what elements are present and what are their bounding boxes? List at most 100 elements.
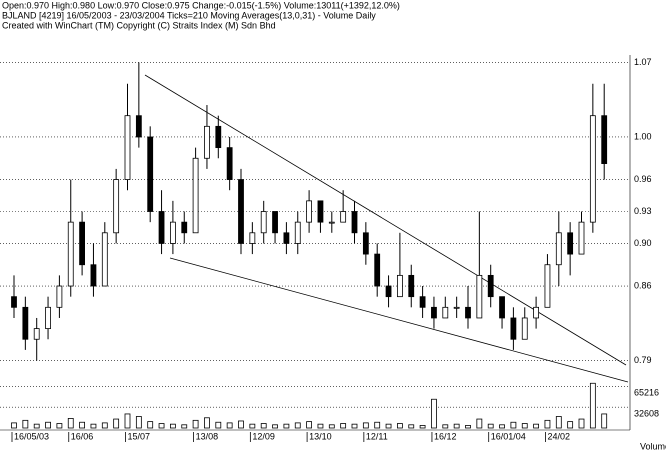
- volume-label: Volume: [640, 441, 666, 451]
- volume-bar: [351, 423, 358, 429]
- volume-bar: [181, 424, 188, 429]
- volume-bar: [11, 422, 17, 429]
- candle-body: [272, 211, 278, 234]
- candle-body: [238, 179, 244, 244]
- candle-body: [465, 306, 471, 319]
- volume-bar: [283, 423, 290, 429]
- volume-bar: [544, 419, 551, 429]
- candle-body: [521, 317, 528, 340]
- candle-body: [385, 285, 392, 298]
- x-tick-label: 16/01/04: [491, 431, 526, 441]
- volume-bar: [442, 424, 449, 429]
- candle-body: [33, 328, 40, 340]
- candle-body: [453, 306, 460, 309]
- x-tick-label: 12/11: [366, 431, 388, 441]
- volume-bar: [385, 423, 392, 429]
- volume-bar: [589, 382, 596, 429]
- candle-body: [396, 274, 403, 298]
- candle-body: [328, 221, 335, 224]
- y-tick-label: 0.86: [634, 280, 652, 290]
- candle-body: [408, 274, 415, 298]
- volume-bar: [533, 423, 539, 429]
- candle-body: [567, 232, 574, 255]
- candle-body: [113, 179, 120, 234]
- header-line: Created with WinChart (TM) Copyright (C)…: [2, 20, 276, 30]
- volume-bar: [465, 425, 471, 429]
- volume-bar: [79, 421, 85, 429]
- volume-bar: [578, 418, 585, 429]
- candle-body: [601, 115, 608, 164]
- y-tick-label: 0.90: [634, 238, 652, 248]
- candle-body: [169, 221, 176, 244]
- candle-body: [181, 221, 188, 234]
- candle-body: [11, 296, 17, 308]
- candle-body: [340, 211, 347, 223]
- volume-bar: [158, 423, 165, 429]
- candle-body: [204, 125, 210, 159]
- candle-body: [283, 232, 290, 244]
- volume-bar: [226, 422, 233, 429]
- volume-bar: [124, 413, 131, 429]
- header-line: BJLAND [4219] 16/05/2003 - 23/03/2004 Ti…: [2, 10, 376, 20]
- candle-body: [510, 317, 517, 340]
- volume-bar: [238, 420, 244, 429]
- volume-bar: [555, 416, 562, 429]
- y-tick-label: 0.93: [634, 206, 652, 216]
- volume-bar: [67, 418, 74, 429]
- candle-body: [45, 306, 51, 330]
- candle-body: [135, 115, 142, 138]
- volume-bar: [113, 418, 120, 429]
- volume-bar: [476, 418, 483, 429]
- volume-bar: [101, 422, 108, 429]
- volume-bar: [317, 423, 324, 429]
- volume-bar: [135, 416, 142, 429]
- candle-body: [124, 115, 131, 180]
- volume-bar: [340, 423, 347, 429]
- trend-line: [144, 74, 627, 366]
- x-tick-label: 16/12: [434, 431, 457, 441]
- candle-body: [442, 306, 449, 319]
- x-tick-label: 13/08: [196, 431, 219, 441]
- candle-body: [487, 274, 494, 298]
- candle-body: [22, 306, 29, 340]
- y-tick-label: 1.00: [634, 131, 652, 141]
- candle-body: [578, 221, 585, 255]
- volume-bar: [510, 421, 517, 429]
- candle-body: [499, 296, 505, 319]
- volume-bar: [521, 423, 528, 429]
- volume-bar: [453, 423, 460, 429]
- volume-bar: [362, 422, 369, 429]
- candle-body: [249, 232, 256, 244]
- candle-body: [226, 147, 233, 180]
- volume-bar: [22, 419, 29, 429]
- volume-bar: [396, 423, 403, 429]
- volume-bar: [499, 424, 505, 429]
- volume-bar: [408, 424, 415, 429]
- x-tick-label: 16/06: [71, 431, 94, 441]
- volume-bar: [328, 424, 335, 429]
- volume-bar: [272, 424, 278, 429]
- candle-body: [317, 200, 324, 223]
- y-tick-label: 1.07: [634, 57, 652, 67]
- candle-body: [147, 136, 154, 212]
- x-tick-label: 13/10: [309, 431, 332, 441]
- volume-bar: [56, 423, 63, 429]
- volume-tick-label: 65216: [634, 388, 659, 398]
- volume-bar: [431, 398, 437, 429]
- candle-body: [79, 221, 85, 266]
- volume-bar: [204, 417, 210, 429]
- y-tick-label: 0.79: [634, 355, 652, 365]
- candle-body: [192, 157, 199, 234]
- volume-bar: [249, 423, 256, 429]
- volume-bar: [487, 423, 494, 429]
- candle-body: [374, 253, 381, 287]
- x-tick-label: 12/09: [252, 431, 275, 441]
- candle-body: [56, 285, 63, 308]
- candle-body: [101, 232, 108, 287]
- volume-bar: [260, 423, 267, 429]
- volume-bar: [45, 421, 51, 429]
- volume-bar: [33, 423, 40, 429]
- y-tick-label: 0.96: [634, 174, 652, 184]
- volume-bar: [294, 422, 301, 429]
